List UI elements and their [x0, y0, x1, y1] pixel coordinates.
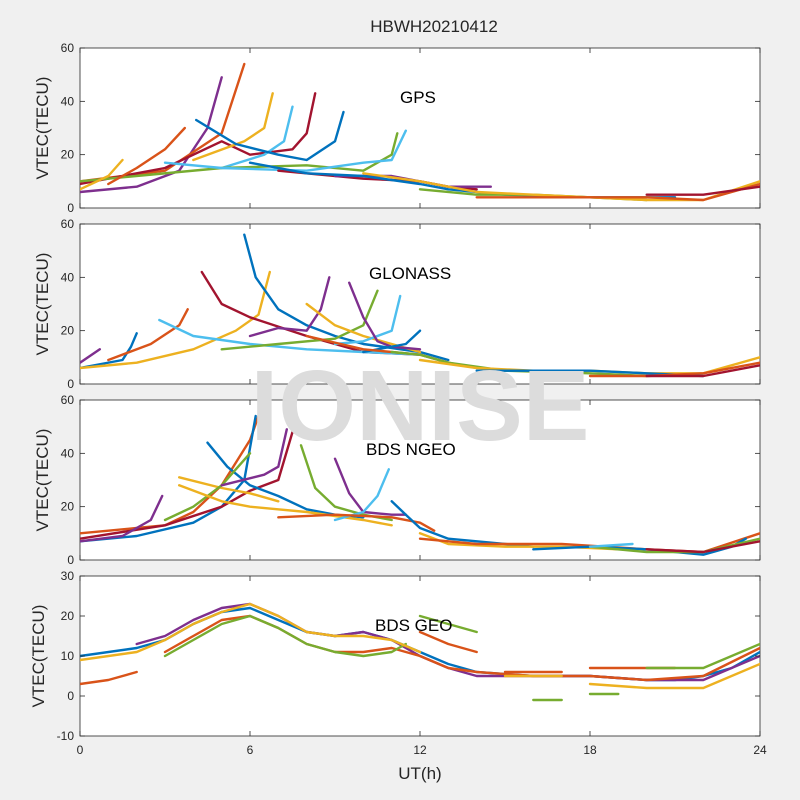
series-line-4: [178, 476, 280, 503]
series-line-18: [588, 542, 634, 548]
panel-glonass: 0 20 40 60 VTEC(TECU) GLONASS: [33, 217, 761, 391]
series-line-2: [163, 614, 760, 682]
plot-area: [79, 223, 761, 385]
series-line-12: [588, 662, 760, 690]
series-line-17: [588, 361, 760, 378]
series-line-6: [158, 318, 422, 356]
series-line-7: [163, 129, 407, 172]
series-line-4: [80, 602, 422, 662]
series-group: [80, 233, 760, 378]
series-line-14: [645, 642, 760, 670]
y-tick-label: 20: [61, 324, 75, 338]
y-tick-label: 40: [61, 94, 75, 108]
series-group: [80, 602, 760, 702]
y-tick-label: 40: [61, 446, 75, 460]
panel-label: BDS NGEO: [366, 440, 456, 459]
series-line-9: [107, 126, 186, 186]
panel-label: GPS: [400, 88, 436, 107]
y-tick-label: 0: [67, 689, 74, 703]
series-line-6: [80, 132, 399, 183]
y-tick-label: -10: [57, 729, 75, 743]
panel-bds-ngeo: 0 20 40 60 VTEC(TECU) BDS NGEO: [33, 393, 761, 567]
series-line-6: [418, 614, 478, 634]
x-tick-label: 12: [413, 743, 427, 757]
series-line-18: [645, 364, 760, 378]
series-line-10: [333, 294, 402, 346]
series-line-14: [390, 350, 648, 378]
y-tick-label: 0: [67, 553, 74, 567]
series-line-13: [390, 500, 535, 548]
y-axis-label: VTEC(TECU): [33, 77, 52, 180]
series-line-12: [362, 329, 422, 354]
series-group: [80, 62, 760, 202]
y-tick-label: 40: [61, 270, 75, 284]
series-line-1: [80, 414, 257, 543]
x-tick-label: 24: [753, 743, 767, 757]
series-line-15: [475, 182, 760, 202]
y-axis-label: VTEC(TECU): [33, 253, 52, 356]
panel-label: GLONASS: [369, 264, 451, 283]
series-line-2: [80, 430, 294, 540]
y-tick-label: 20: [61, 148, 75, 162]
watermark: IONISE: [251, 350, 590, 462]
series-line-8: [220, 428, 288, 487]
x-tick-label: 6: [247, 743, 254, 757]
panel-gps: 0 20 40 60 VTEC(TECU) GPS: [33, 41, 761, 215]
y-tick-label: 60: [61, 41, 75, 55]
y-tick-label: 20: [61, 609, 75, 623]
series-line-7: [178, 484, 393, 527]
series-line-5: [195, 110, 345, 162]
y-tick-label: 30: [61, 569, 75, 583]
y-axis-label: VTEC(TECU): [29, 605, 48, 708]
series-line-3: [192, 92, 274, 162]
y-tick-label: 60: [61, 217, 75, 231]
series-line-19: [645, 540, 760, 554]
y-tick-label: 20: [61, 500, 75, 514]
series-line-2: [80, 92, 317, 186]
y-tick-label: 10: [61, 649, 75, 663]
series-line-3: [163, 614, 407, 658]
x-tick-label: 0: [77, 743, 84, 757]
y-tick-label: 0: [67, 377, 74, 391]
y-tick-label: 60: [61, 393, 75, 407]
figure-title: HBWH20210412: [370, 17, 498, 36]
series-line-7: [418, 630, 478, 654]
series-line-8: [220, 289, 379, 351]
series-line-3: [80, 494, 164, 543]
series-line-0: [80, 400, 266, 535]
series-group: [80, 400, 760, 556]
panel-label: BDS GEO: [375, 616, 452, 635]
series-line-3: [107, 308, 189, 362]
x-tick-label: 18: [583, 743, 597, 757]
series-line-11: [348, 281, 422, 351]
series-line-8: [80, 158, 124, 191]
series-line-12: [277, 513, 436, 532]
series-line-4: [220, 105, 294, 170]
series-line-0: [80, 348, 101, 364]
series-line-7: [248, 276, 331, 338]
series-line-5: [80, 670, 138, 686]
x-axis-label: UT(h): [398, 764, 441, 783]
series-line-17: [588, 537, 760, 554]
y-axis-label: VTEC(TECU): [33, 429, 52, 532]
series-line-0: [80, 76, 223, 194]
y-tick-label: 0: [67, 201, 74, 215]
series-line-16: [645, 185, 760, 196]
series-line-5: [243, 233, 450, 362]
